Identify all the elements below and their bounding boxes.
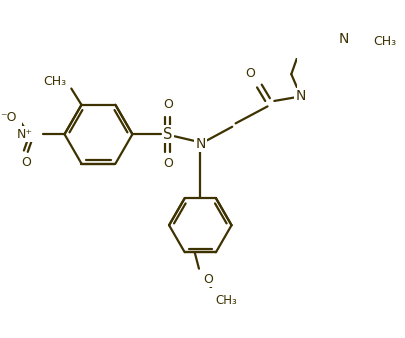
Text: N: N bbox=[296, 89, 306, 103]
Text: O: O bbox=[245, 67, 255, 80]
Text: O: O bbox=[163, 157, 173, 170]
Text: O: O bbox=[203, 273, 213, 286]
Text: O: O bbox=[163, 98, 173, 111]
Text: N: N bbox=[339, 32, 349, 46]
Text: CH₃: CH₃ bbox=[43, 75, 66, 88]
Text: S: S bbox=[163, 127, 173, 142]
Text: CH₃: CH₃ bbox=[215, 294, 237, 308]
Text: O: O bbox=[21, 156, 31, 169]
Text: ⁻O: ⁻O bbox=[0, 112, 16, 124]
Text: N: N bbox=[195, 137, 205, 151]
Text: CH₃: CH₃ bbox=[373, 35, 396, 48]
Text: N⁺: N⁺ bbox=[17, 128, 33, 141]
